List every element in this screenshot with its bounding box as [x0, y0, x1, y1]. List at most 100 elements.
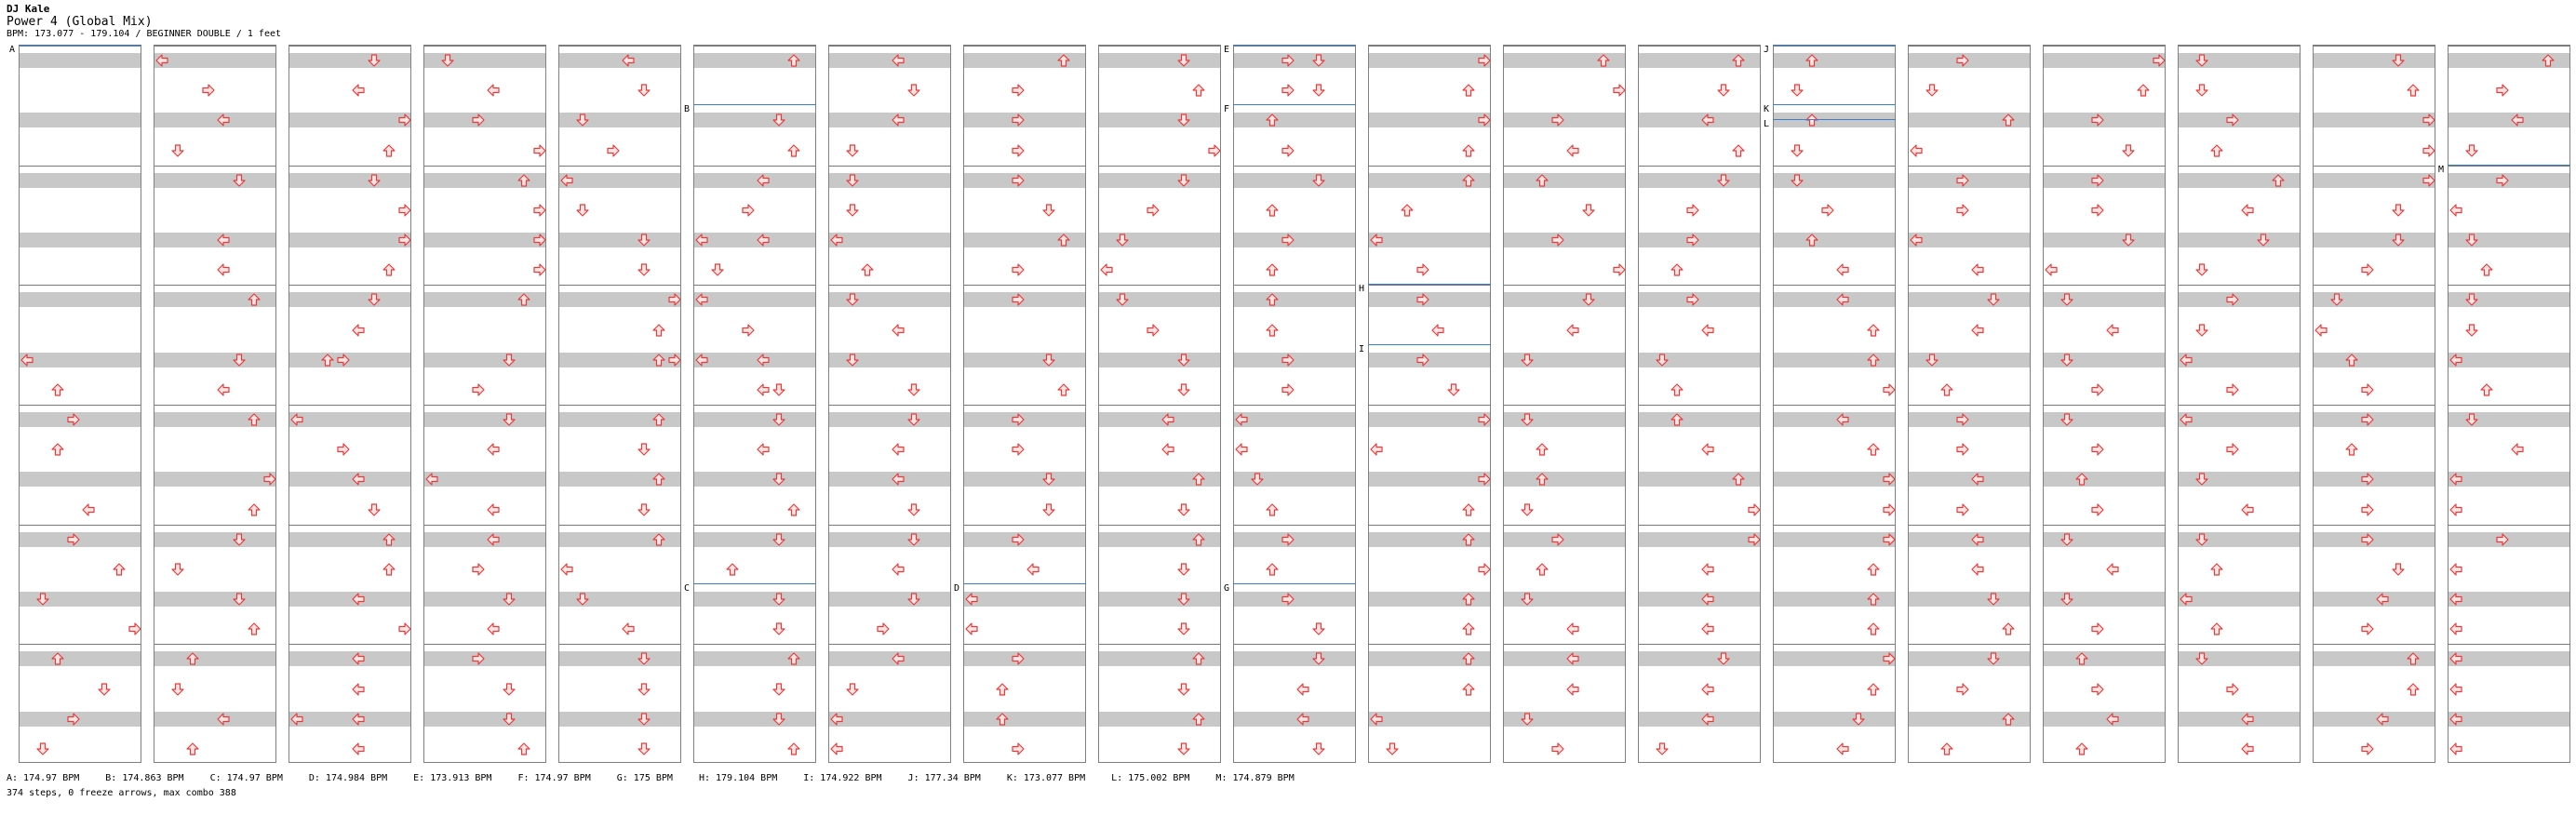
row-stripe — [1369, 292, 1490, 308]
bpm-legend-item: J: 177.34 BPM — [907, 773, 981, 783]
bpm-change-marker: H — [1359, 284, 1365, 295]
measure-line — [829, 524, 950, 526]
row-stripe — [2314, 651, 2435, 667]
step-arrow — [622, 622, 635, 635]
row-stripe — [2044, 412, 2165, 428]
row-stripe — [154, 412, 275, 428]
step-arrow — [1266, 204, 1279, 217]
row-stripe — [1639, 53, 1760, 69]
row-stripe — [694, 412, 815, 428]
row-stripe — [2449, 292, 2569, 308]
step-arrow — [1012, 652, 1025, 666]
row-stripe — [2449, 172, 2569, 188]
step-arrow — [1235, 443, 1248, 456]
row-stripe — [694, 352, 815, 367]
measure-line — [1909, 524, 2030, 526]
step-arrow — [2060, 354, 2073, 367]
step-arrow — [2226, 114, 2239, 127]
step-arrow — [1836, 263, 1849, 276]
step-arrow — [1192, 84, 1205, 97]
step-arrow — [2361, 742, 2374, 755]
bpm-change-line — [1773, 45, 1896, 46]
bpm-legend-item: G: 175 BPM — [616, 773, 673, 783]
row-stripe — [964, 352, 1085, 367]
step-arrow — [907, 383, 920, 396]
step-arrow — [1012, 114, 1025, 127]
step-arrow — [1478, 413, 1490, 426]
step-arrow — [1701, 114, 1714, 127]
row-stripe — [289, 292, 410, 308]
step-arrow — [2060, 533, 2073, 546]
row-stripe — [829, 592, 950, 608]
measure-line — [694, 285, 815, 287]
step-arrow — [2392, 234, 2405, 247]
step-arrow — [1686, 293, 1699, 307]
measure-line — [20, 524, 141, 526]
step-arrow — [2106, 323, 2119, 337]
step-arrow — [1717, 84, 1730, 97]
step-arrow — [321, 354, 334, 367]
row-stripe — [2314, 113, 2435, 128]
row-stripe — [2314, 172, 2435, 188]
chart-footer: A: 174.97 BPM B: 174.863 BPM C: 174.97 BPM… — [7, 771, 1321, 801]
measure-line — [1099, 524, 1220, 526]
measure-line — [1639, 285, 1760, 287]
step-arrow — [2226, 682, 2239, 696]
measure-line — [154, 524, 275, 526]
step-arrow — [2091, 114, 2104, 127]
row-stripe — [829, 233, 950, 248]
step-arrow — [186, 742, 199, 755]
row-stripe — [1504, 472, 1625, 488]
row-stripe — [964, 531, 1085, 547]
row-stripe — [424, 651, 545, 667]
bpm-change-marker: M — [2438, 164, 2445, 175]
step-arrow — [1312, 622, 1325, 635]
row-stripe — [1234, 592, 1355, 608]
step-arrow — [1670, 383, 1684, 396]
step-arrow — [1805, 114, 1818, 127]
measure-line — [829, 46, 950, 47]
step-arrow — [2496, 84, 2509, 97]
bpm-change-line — [19, 45, 141, 46]
row-stripe — [1774, 531, 1895, 547]
step-arrow — [472, 563, 485, 576]
step-arrow — [2122, 143, 2135, 157]
row-stripe — [964, 711, 1085, 727]
step-arrow — [517, 174, 530, 187]
row-stripe — [694, 531, 815, 547]
chart-column — [558, 45, 681, 763]
step-arrow — [368, 502, 381, 516]
bpm-legend-item: F: 174.97 BPM — [517, 773, 591, 783]
step-arrow — [337, 443, 350, 456]
step-arrow — [637, 652, 651, 666]
row-stripe — [1639, 592, 1760, 608]
step-arrow — [1177, 354, 1190, 367]
row-stripe — [1369, 592, 1490, 608]
step-arrow — [202, 84, 215, 97]
step-arrow — [965, 593, 978, 606]
step-arrow — [1177, 54, 1190, 67]
step-arrow — [1478, 473, 1490, 487]
step-arrow — [1956, 174, 1969, 187]
step-arrow — [398, 114, 410, 127]
measure-line — [1234, 46, 1355, 47]
step-arrow — [1251, 473, 1264, 487]
measure-line — [20, 405, 141, 406]
step-arrow — [1582, 204, 1595, 217]
row-stripe — [559, 592, 680, 608]
step-arrow — [2091, 204, 2104, 217]
step-arrow — [51, 652, 64, 666]
bpm-legend-item: I: 174.922 BPM — [803, 773, 882, 783]
step-arrow — [1478, 54, 1490, 67]
row-stripe — [559, 412, 680, 428]
step-arrow — [233, 354, 246, 367]
step-arrow — [2272, 174, 2285, 187]
step-arrow — [560, 174, 573, 187]
step-arrow — [2210, 563, 2223, 576]
row-stripe — [1909, 172, 2030, 188]
step-arrow — [892, 652, 905, 666]
bpm-change-line — [1773, 119, 1896, 121]
step-arrow — [2422, 174, 2435, 187]
step-arrow — [1971, 563, 1984, 576]
row-stripe — [1369, 233, 1490, 248]
